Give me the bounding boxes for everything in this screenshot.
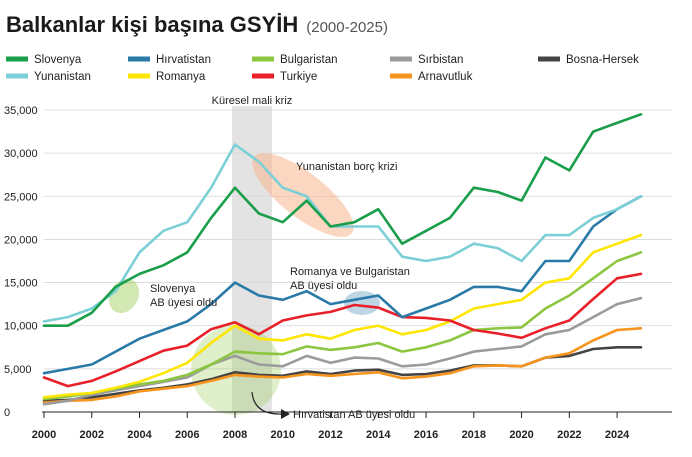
legend-label-6: Romanya: [156, 71, 206, 83]
series-layer: [42, 113, 643, 406]
chart-subtitle: (2000-2025): [306, 19, 388, 36]
y-tick-label-0: 0: [4, 407, 10, 419]
legend-label-1: Hırvatistan: [156, 54, 211, 66]
annotation-greek-debt-crisis: Yunanistan borç krizi: [296, 161, 398, 173]
anno-rom-bul-line-1: Romanya ve Bulgaristan: [290, 266, 410, 278]
anno-rom-bul-line-2: AB üyesi oldu: [290, 280, 357, 292]
legend: Slovenya Hırvatistan Bulgaristan Sırbistan B…: [6, 54, 639, 83]
legend-label-8: Arnavutluk: [418, 71, 473, 83]
series-line-7: [42, 272, 643, 388]
anno-slovenia-line-2: AB üyesi oldu: [150, 297, 217, 309]
x-tick-label-2: 2004: [127, 429, 152, 441]
legend-label-4: Bosna-Hersek: [566, 54, 639, 66]
series-line-0: [42, 113, 643, 328]
x-axis: 2000 2002 2004 2006 2008 2010 2012 2014 2016 2018…: [32, 411, 672, 441]
y-tick-label-6: 30,000: [4, 148, 38, 160]
legend-label-3: Sırbistan: [418, 54, 463, 66]
y-axis: 0 5,000 10,000 15,000 20,000 25,000 30,000 35,0…: [4, 105, 38, 419]
series-line-8: [42, 326, 643, 404]
annotation-romania-bulgaria-eu: Romanya ve Bulgaristan AB üyesi oldu: [290, 266, 410, 292]
annotation-global-crisis: Küresel mali kriz: [212, 95, 293, 107]
chart-title: Balkanlar kişi başına GSYİH: [6, 12, 298, 37]
x-tick-label-6: 2012: [318, 429, 342, 441]
y-tick-label-3: 15,000: [4, 278, 38, 290]
series-line-1: [42, 195, 643, 375]
croatia-arrow: [251, 391, 283, 415]
series-line-6: [42, 233, 643, 399]
y-tick-label-4: 20,000: [4, 234, 38, 246]
y-tick-label-2: 10,000: [4, 321, 38, 333]
series-line-5: [42, 143, 643, 323]
legend-label-5: Yunanistan: [34, 71, 91, 83]
x-tick-label-4: 2008: [223, 429, 247, 441]
y-tick-label-1: 5,000: [4, 364, 32, 376]
romania-bulgaria-circle: [191, 325, 281, 415]
x-tick-label-1: 2002: [80, 429, 104, 441]
y-tick-label-5: 25,000: [4, 191, 38, 203]
series-line-2: [42, 251, 643, 401]
x-tick-label-3: 2006: [175, 429, 199, 441]
x-tick-label-8: 2016: [414, 429, 438, 441]
x-tick-label-9: 2018: [462, 429, 486, 441]
x-tick-label-10: 2020: [509, 429, 533, 441]
x-tick-label-12: 2024: [605, 429, 630, 441]
croatia-ellipse: [344, 291, 380, 315]
x-tick-label-7: 2014: [366, 429, 391, 441]
x-tick-label-5: 2010: [271, 429, 295, 441]
anno-slovenia-line-1: Slovenya: [150, 283, 196, 295]
x-tick-label-0: 2000: [32, 429, 56, 441]
series-line-3: [42, 296, 643, 406]
x-tick-label-11: 2022: [557, 429, 581, 441]
y-tick-label-7: 35,000: [4, 105, 38, 117]
legend-label-7: Turkiye: [280, 71, 317, 83]
annotation-slovenia-eu: Slovenya AB üyesi oldu: [150, 283, 217, 309]
legend-label-0: Slovenya: [34, 54, 82, 66]
annotation-croatia-eu: Hırvatistan AB üyesi oldu: [293, 409, 415, 421]
croatia-arrowhead: [281, 409, 290, 419]
legend-label-2: Bulgaristan: [280, 54, 338, 66]
